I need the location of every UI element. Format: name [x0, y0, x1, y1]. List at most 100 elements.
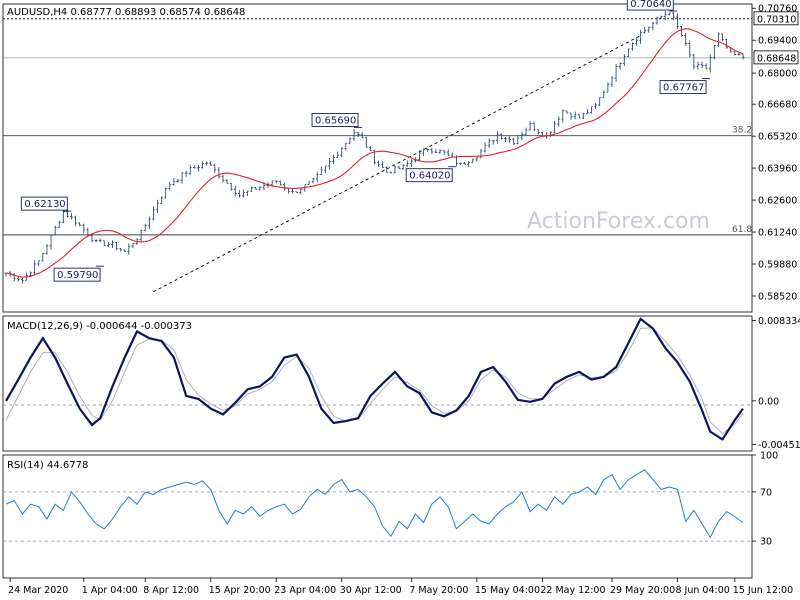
watermark: ActionForex.com	[527, 209, 710, 234]
candle	[250, 186, 254, 193]
macd-y-tick-label-1: 0.00	[758, 396, 779, 407]
rsi-y-tick-label-2: 30	[760, 537, 772, 548]
time-tick-label-4: 23 Apr 04:00	[274, 585, 336, 596]
candle	[246, 190, 249, 197]
current-price-box	[753, 50, 799, 65]
macd-main-line	[5, 317, 744, 441]
macd-panel-frame	[2, 315, 753, 452]
candle	[397, 165, 401, 169]
candle	[176, 178, 180, 183]
candle	[274, 180, 278, 184]
time-tick-label-8: 22 May 12:00	[540, 585, 605, 596]
candle	[700, 61, 704, 69]
candle	[446, 149, 450, 156]
candle	[692, 53, 696, 70]
time-tick-label-1: 1 Apr 04:00	[82, 585, 138, 596]
macd-y-axis: 0.008334 0.00 -0.004518	[752, 316, 800, 451]
trend-line	[153, 35, 641, 293]
candle	[303, 184, 307, 192]
candle	[512, 138, 516, 146]
candle	[500, 133, 503, 140]
fib-label-1: 61.8	[732, 225, 752, 235]
macd-panel-header: MACD(12,26,9) -0.000644 -0.000373	[7, 321, 192, 332]
price-y-tick-label-1: 0.69400	[758, 36, 797, 47]
candle	[94, 239, 98, 243]
candle	[127, 243, 131, 255]
candle	[307, 181, 311, 185]
price-y-tick-label-3: 0.66680	[758, 100, 797, 111]
candle	[712, 44, 716, 60]
candle	[475, 156, 479, 162]
candle	[581, 112, 585, 120]
candle	[491, 139, 495, 145]
candle	[524, 127, 528, 136]
candle	[225, 178, 229, 184]
candle	[442, 149, 446, 155]
candle	[569, 112, 573, 120]
candle	[708, 54, 712, 73]
candle	[143, 223, 147, 232]
candle	[639, 29, 643, 44]
price-panel-header: AUDUSD,H4 0.68777 0.68893 0.68574 0.6864…	[7, 7, 245, 18]
time-tick-label-10: 8 Jun 04:00	[675, 585, 729, 596]
candle	[156, 199, 159, 213]
candle	[102, 240, 106, 247]
candle	[242, 189, 245, 198]
candle	[680, 25, 683, 37]
candle	[328, 157, 331, 170]
candle	[49, 234, 53, 250]
candle	[606, 82, 610, 93]
candle	[626, 48, 630, 58]
price-candles	[4, 10, 745, 284]
candle	[377, 160, 380, 167]
candle	[659, 15, 663, 20]
resistance-label: 0.70310	[757, 14, 796, 25]
price-y-axis: 0.70760 0.69400 0.68000 0.66680 0.65320 0.639…	[752, 4, 797, 303]
candle	[180, 172, 184, 184]
candle	[278, 180, 282, 186]
price-panel-frame	[2, 3, 753, 313]
fib-label-0: 38.2	[732, 126, 752, 136]
candle	[152, 206, 155, 221]
candle	[737, 52, 741, 56]
candle	[598, 97, 602, 106]
candle	[536, 129, 540, 135]
macd-y-tick-label-2: -0.004518	[758, 440, 800, 451]
price-y-tick-label-0: 0.70760	[758, 4, 797, 15]
candle	[504, 136, 507, 143]
swing-label-4: 0.70640	[626, 0, 678, 12]
candle	[299, 187, 303, 195]
candle	[487, 138, 491, 149]
price-y-tick-label-2: 0.68000	[758, 69, 797, 80]
candle	[586, 109, 589, 115]
candle	[553, 120, 557, 134]
price-y-tick-label-6: 0.62600	[758, 196, 797, 207]
time-tick-label-2: 8 Apr 12:00	[143, 585, 199, 596]
macd-y-tick-label-0: 0.008334	[758, 316, 800, 327]
price-y-tick-label-9: 0.58520	[758, 292, 797, 303]
candle	[409, 159, 413, 167]
candle	[393, 165, 397, 174]
candle	[205, 161, 209, 166]
candle	[422, 148, 426, 157]
candle	[340, 147, 344, 158]
candle	[618, 62, 622, 70]
candle	[106, 241, 110, 248]
candle	[57, 220, 61, 229]
candle	[725, 38, 729, 49]
swing-label-1: 0.59790	[53, 265, 105, 282]
candle	[78, 222, 82, 227]
candle	[82, 223, 86, 234]
candle	[360, 131, 364, 139]
candle	[131, 243, 135, 249]
candle	[364, 136, 368, 148]
candle	[643, 26, 647, 34]
candle	[356, 132, 360, 138]
candle	[217, 167, 221, 179]
candle	[229, 182, 233, 191]
macd-panel: MACD(12,26,9) -0.000644 -0.000373 0.0083…	[2, 315, 800, 452]
candle	[139, 229, 143, 243]
candle	[53, 225, 57, 236]
candle	[336, 151, 340, 158]
